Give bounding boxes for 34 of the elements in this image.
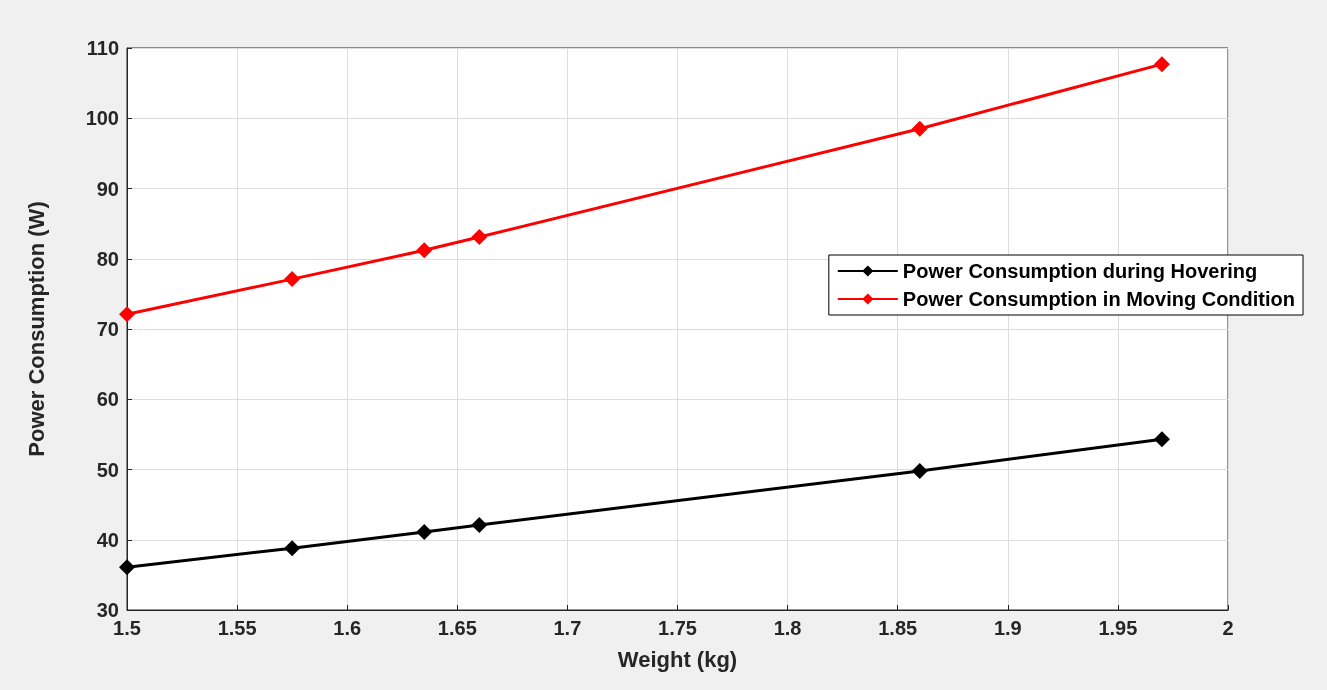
y-tick-label: 90	[96, 177, 119, 200]
y-tick-label: 100	[85, 107, 119, 130]
point	[1153, 56, 1170, 73]
x-tick-label: 1.65	[437, 617, 477, 639]
y-tick-label: 50	[96, 458, 119, 481]
legend-label: Power Consumption in Moving Condition	[902, 288, 1296, 310]
x-tick-label: 1.95	[1098, 617, 1138, 639]
y-tick-label: 80	[96, 247, 119, 270]
point	[1153, 431, 1170, 448]
y-tick-label: 60	[96, 388, 119, 411]
x-tick-label: 1.8	[773, 617, 802, 639]
point	[284, 271, 301, 288]
x-tick-label: 2	[1222, 617, 1234, 639]
x-tick-label: 1.9	[993, 617, 1022, 639]
point	[119, 559, 135, 576]
point	[416, 242, 433, 259]
point	[471, 517, 488, 533]
point	[284, 540, 301, 557]
y-tick-label: 70	[96, 318, 119, 340]
x-tick-label: 1.7	[553, 617, 582, 639]
x-tick-label: 1.6	[333, 617, 362, 639]
point	[471, 228, 488, 245]
x-tick-label: 1.55	[217, 617, 257, 639]
point	[911, 462, 928, 479]
x-tick-label: 1.85	[878, 617, 918, 639]
y-tick-label: 110	[86, 37, 119, 59]
x-axis-title: Weight (kg)	[617, 646, 738, 672]
point	[911, 120, 928, 137]
legend-label: Power Consumption during Hovering	[902, 260, 1258, 282]
y-axis-title: Power Consumption (W)	[23, 201, 49, 457]
point	[119, 306, 135, 323]
point	[416, 524, 433, 541]
x-tick-label: 1.75	[658, 617, 697, 639]
y-tick-label: 40	[96, 528, 119, 551]
